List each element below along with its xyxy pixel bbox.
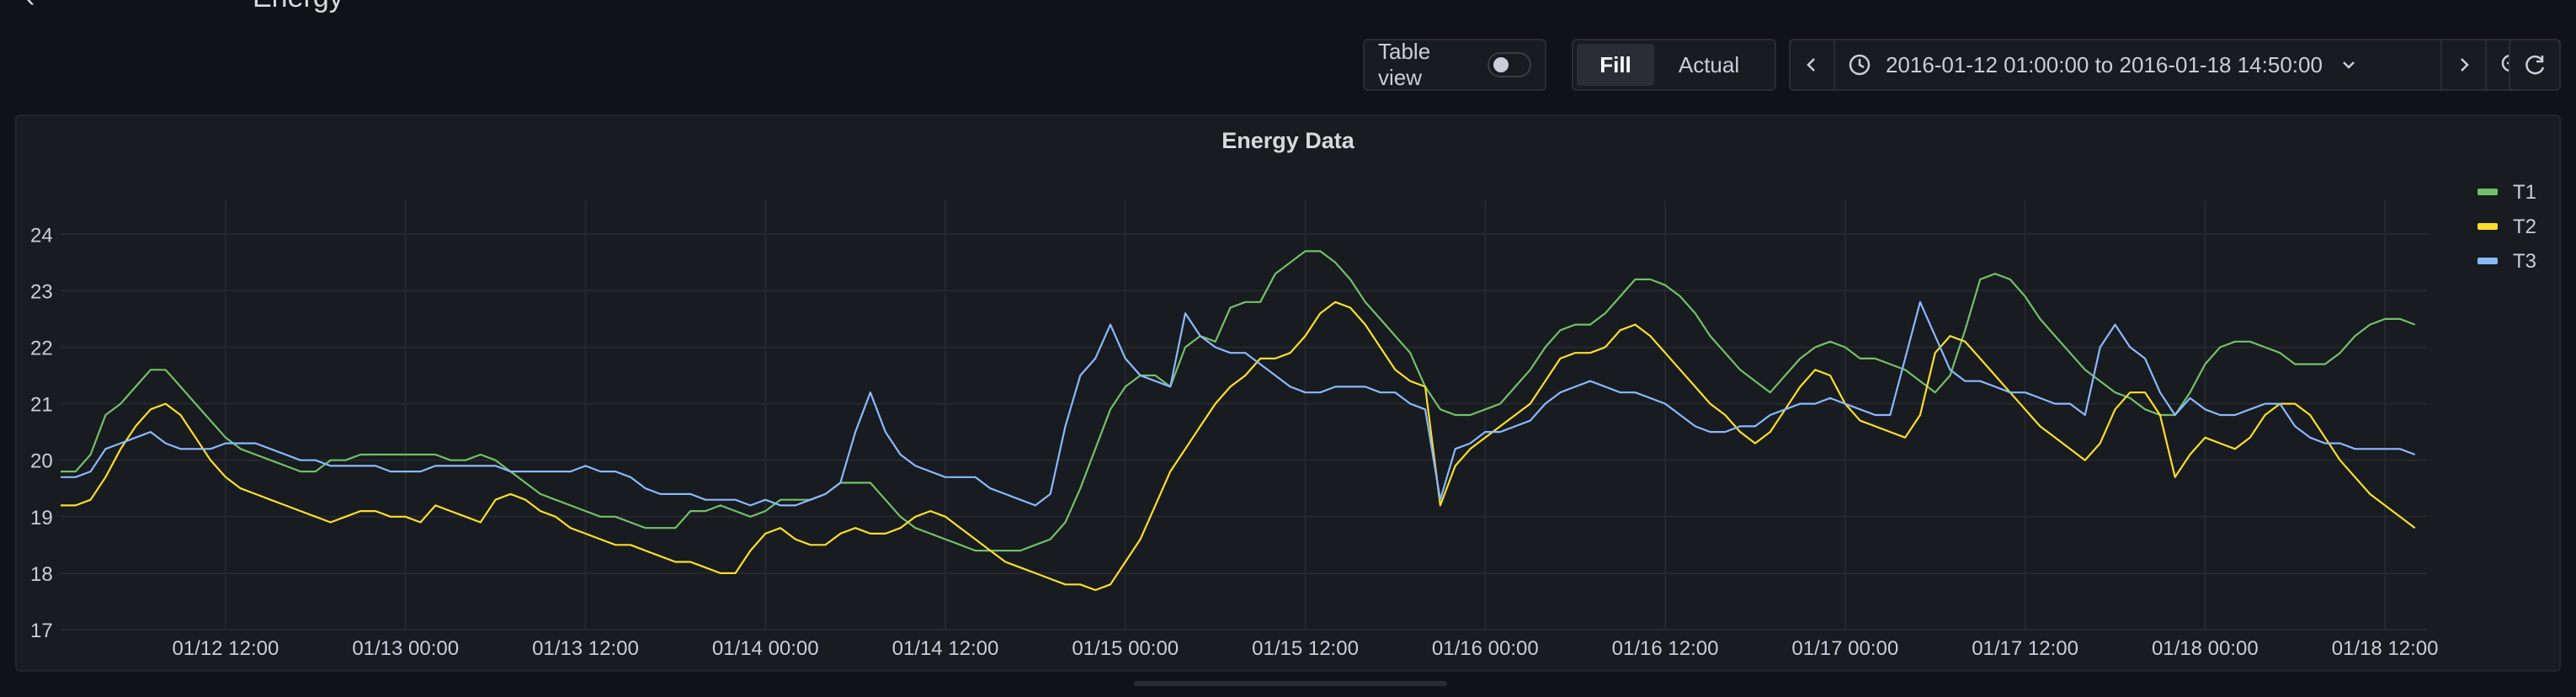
- x-tick-label: 01/14 12:00: [892, 637, 999, 660]
- series-line-t3: [61, 301, 2416, 507]
- x-tick-label: 01/18 00:00: [2152, 637, 2259, 660]
- time-range-text: 2016-01-12 01:00:00 to 2016-01-18 14:50:…: [1885, 51, 2323, 77]
- x-tick-label: 01/15 12:00: [1252, 637, 1359, 660]
- series-line-t2: [61, 301, 2416, 592]
- x-tick-label: 01/17 12:00: [1972, 637, 2078, 660]
- x-tick-label: 01/14 00:00: [712, 637, 819, 660]
- y-tick-label: 23: [30, 280, 53, 303]
- fill-actual-switch: Fill Actual: [1572, 39, 1776, 91]
- x-tick-label: 01/15 00:00: [1072, 637, 1179, 660]
- chevron-down-icon: [2343, 61, 2355, 69]
- x-tick-label: 01/16 00:00: [1432, 637, 1539, 660]
- table-view-toggle[interactable]: Table view: [1363, 39, 1546, 91]
- legend-label-t3: T3: [2513, 250, 2536, 273]
- y-tick-label: 17: [30, 620, 53, 642]
- chevron-right-icon: [2460, 58, 2469, 72]
- x-tick-label: 01/18 12:00: [2332, 637, 2439, 660]
- series-line-t1: [61, 250, 2416, 552]
- dashboard-title-text: Energy: [253, 0, 343, 14]
- legend-swatch-t2: [2478, 223, 2498, 230]
- legend-swatch-t3: [2478, 258, 2498, 264]
- chevron-left-icon: [1807, 58, 1816, 72]
- refresh-icon: [2525, 55, 2545, 75]
- x-tick-label: 01/12 12:00: [173, 637, 279, 660]
- panel-title: Energy Data: [1221, 128, 1355, 153]
- actual-button[interactable]: Actual: [1678, 51, 1740, 77]
- x-tick-label: 01/16 12:00: [1612, 637, 1719, 660]
- fill-button[interactable]: Fill: [1577, 44, 1654, 86]
- clock-icon: [1849, 54, 1871, 76]
- table-view-label: Table view: [1378, 39, 1431, 90]
- y-tick-label: 24: [30, 224, 53, 247]
- y-tick-label: 21: [30, 394, 53, 417]
- legend-swatch-t1: [2478, 189, 2498, 195]
- time-picker: 2016-01-12 01:00:00 to 2016-01-18 14:50:…: [1789, 39, 2538, 91]
- y-tick-label: 22: [30, 337, 53, 359]
- x-tick-label: 01/13 00:00: [352, 637, 459, 660]
- legend-label-t2: T2: [2513, 215, 2536, 238]
- refresh-button[interactable]: [2509, 39, 2561, 91]
- arrow-left-icon[interactable]: ‹: [25, 0, 35, 14]
- time-range-button[interactable]: 2016-01-12 01:00:00 to 2016-01-18 14:50:…: [1835, 40, 2443, 89]
- toggle-switch[interactable]: [1488, 52, 1531, 77]
- time-back-button[interactable]: [1791, 40, 1835, 89]
- y-tick-label: 19: [30, 507, 53, 529]
- y-tick-label: 18: [30, 563, 53, 586]
- y-tick-label: 20: [30, 450, 53, 473]
- x-tick-label: 01/17 00:00: [1791, 637, 1898, 660]
- toggle-knob: [1493, 57, 1509, 72]
- scrollbar-thumb[interactable]: [1134, 681, 1447, 686]
- x-tick-label: 01/13 12:00: [532, 637, 639, 660]
- legend-label-t1: T1: [2513, 181, 2536, 204]
- time-forward-button[interactable]: [2442, 40, 2488, 89]
- top-bar: ‹ Energy Table view Fill Actual 2016-01-…: [0, 0, 2576, 109]
